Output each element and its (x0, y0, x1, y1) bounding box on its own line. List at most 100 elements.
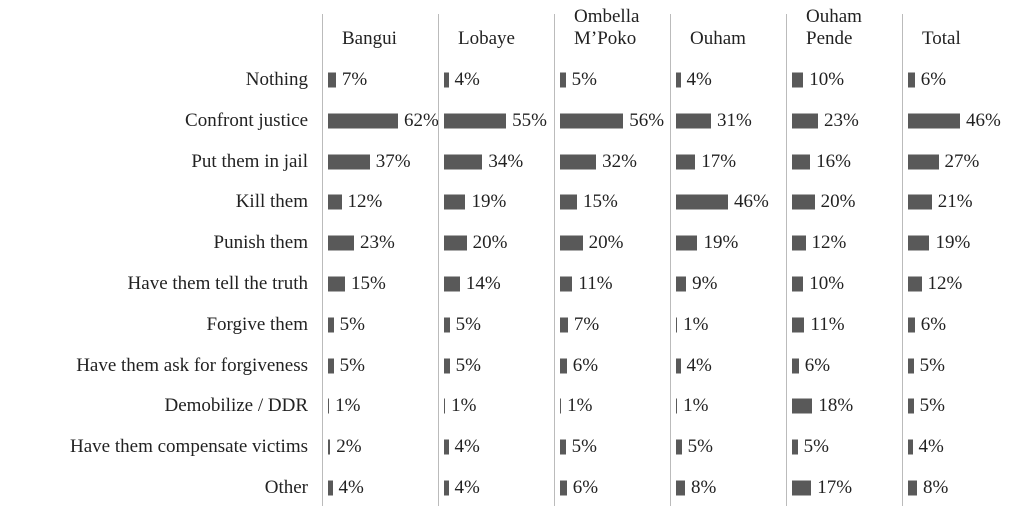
value-label: 32% (602, 150, 637, 172)
bar (676, 72, 681, 88)
bar (908, 113, 960, 129)
bar (560, 113, 624, 129)
value-label: 20% (588, 232, 624, 254)
bar (792, 480, 812, 496)
value-label: 16% (816, 150, 851, 172)
value-label: 55% (512, 109, 547, 131)
value-label: 5% (919, 395, 945, 417)
bar (560, 439, 566, 455)
panel-title: Ombella M’Poko (574, 6, 640, 49)
bar (908, 154, 939, 170)
bar (444, 235, 467, 251)
category-label: Confront justice (185, 109, 308, 131)
bar (560, 276, 573, 292)
bar (444, 194, 466, 210)
bar (560, 317, 568, 333)
value-label: 5% (455, 354, 481, 376)
value-label: 15% (582, 191, 618, 213)
bar (792, 317, 805, 333)
panel-separator (322, 14, 323, 506)
category-label: Punish them (213, 232, 308, 254)
bar (676, 154, 696, 170)
bar (676, 358, 681, 374)
category-label: Forgive them (206, 313, 308, 335)
bar (792, 398, 813, 414)
bar (560, 480, 567, 496)
panel-title: Ouham (690, 28, 746, 49)
bar (328, 358, 334, 374)
value-label: 5% (339, 354, 365, 376)
value-label: 11% (578, 273, 613, 294)
value-label: 27% (944, 150, 980, 172)
category-label: Demobilize / DDR (164, 395, 308, 417)
bar (560, 235, 583, 251)
bar (676, 113, 712, 129)
value-label: 17% (701, 150, 737, 172)
bar (908, 276, 922, 292)
value-label: 1% (335, 395, 361, 417)
bar (908, 72, 915, 88)
value-label: 19% (471, 191, 507, 213)
panel-separator (438, 14, 439, 506)
bar (676, 194, 728, 210)
bar (676, 276, 687, 292)
category-label: Have them compensate victims (70, 436, 308, 458)
category-label: Have them tell the truth (127, 273, 308, 294)
bar (560, 398, 562, 414)
bar (444, 154, 483, 170)
value-label: 10% (809, 273, 845, 294)
bar (676, 439, 682, 455)
value-label: 6% (920, 69, 947, 90)
bar (328, 235, 354, 251)
value-label: 17% (817, 477, 853, 498)
value-label: 46% (965, 109, 1001, 131)
panel-title: Bangui (342, 28, 397, 49)
bar (444, 439, 449, 455)
bar (908, 194, 932, 210)
panel-separator (554, 14, 555, 506)
value-label: 8% (923, 477, 949, 498)
value-label: 1% (683, 313, 709, 335)
value-label: 4% (454, 436, 480, 458)
panel-title: Lobaye (458, 28, 515, 49)
bar (560, 154, 597, 170)
bar (792, 154, 811, 170)
bar (676, 480, 686, 496)
value-label: 14% (465, 273, 501, 294)
value-label: 7% (573, 313, 600, 335)
bar (676, 317, 678, 333)
value-label: 4% (454, 477, 480, 498)
value-label: 12% (347, 191, 383, 213)
value-label: 6% (920, 313, 947, 335)
value-label: 4% (918, 436, 944, 458)
value-label: 2% (336, 436, 362, 458)
bar (328, 439, 331, 455)
bar (792, 276, 804, 292)
bar (328, 276, 345, 292)
value-label: 5% (339, 313, 365, 335)
value-label: 18% (818, 395, 854, 417)
bar (444, 398, 446, 414)
bar (908, 317, 915, 333)
value-label: 62% (404, 109, 439, 131)
value-label: 1% (683, 395, 709, 417)
value-label: 5% (803, 436, 829, 458)
bar (676, 235, 698, 251)
bar (328, 194, 342, 210)
value-label: 46% (733, 191, 769, 213)
bar (676, 398, 678, 414)
value-label: 5% (571, 436, 597, 458)
bar (792, 194, 815, 210)
bar (328, 154, 370, 170)
value-label: 11% (810, 313, 845, 335)
bar (444, 480, 449, 496)
value-label: 19% (935, 232, 971, 254)
value-label: 12% (927, 273, 963, 294)
value-label: 56% (629, 109, 665, 131)
bar (560, 72, 566, 88)
bar (444, 72, 449, 88)
bar (444, 358, 450, 374)
bar (792, 113, 818, 129)
panel-title: Ouham Pende (806, 6, 862, 49)
